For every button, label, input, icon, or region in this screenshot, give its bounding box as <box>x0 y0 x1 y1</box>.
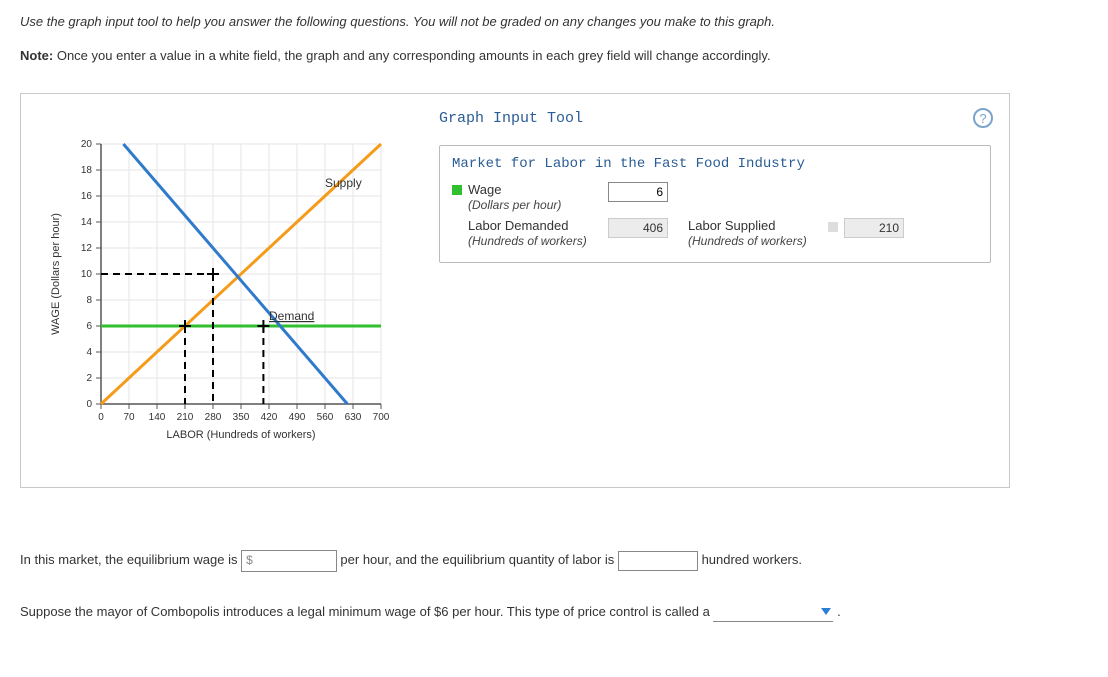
note-text: Note: Once you enter a value in a white … <box>20 46 1088 66</box>
svg-text:12: 12 <box>81 243 93 254</box>
chevron-down-icon <box>821 608 831 615</box>
svg-text:0: 0 <box>98 412 104 423</box>
dollar-sign-icon: $ <box>244 550 256 572</box>
svg-text:700: 700 <box>373 412 390 423</box>
svg-text:490: 490 <box>289 412 306 423</box>
q2-pre: Suppose the mayor of Combopolis introduc… <box>20 604 713 619</box>
svg-text:70: 70 <box>123 412 135 423</box>
wage-sublabel: (Dollars per hour) <box>468 198 608 212</box>
labor-supplied-swatch <box>828 222 838 232</box>
help-icon[interactable]: ? <box>973 108 993 128</box>
svg-text:14: 14 <box>81 217 93 228</box>
svg-text:10: 10 <box>81 269 93 280</box>
q1-mid: per hour, and the equilibrium quantity o… <box>340 552 618 567</box>
labor-demanded-sublabel: (Hundreds of workers) <box>468 234 608 248</box>
labor-row: Labor Demanded (Hundreds of workers) 406… <box>452 218 978 248</box>
note-prefix: Note: <box>20 48 53 63</box>
chart-container: 0 70 140 210 280 350 420 490 560 630 700 0 2 4 6 8 10 12 1… <box>21 94 421 487</box>
q1-post: hundred workers. <box>702 552 802 567</box>
labor-demanded-value: 406 <box>608 218 668 238</box>
svg-text:350: 350 <box>233 412 250 423</box>
svg-text:6: 6 <box>86 321 92 332</box>
note-body: Once you enter a value in a white field,… <box>53 48 770 63</box>
svg-text:420: 420 <box>261 412 278 423</box>
svg-text:0: 0 <box>86 399 92 410</box>
svg-text:18: 18 <box>81 165 93 176</box>
svg-text:16: 16 <box>81 191 93 202</box>
labor-supplied-value: 210 <box>844 218 904 238</box>
svg-text:2: 2 <box>86 373 92 384</box>
svg-text:560: 560 <box>317 412 334 423</box>
wage-row: Wage (Dollars per hour) <box>452 182 978 212</box>
svg-text:20: 20 <box>81 139 93 150</box>
svg-text:Supply: Supply <box>325 176 362 190</box>
svg-text:WAGE (Dollars per hour): WAGE (Dollars per hour) <box>50 213 62 335</box>
wage-label: Wage <box>468 182 608 198</box>
svg-text:140: 140 <box>149 412 166 423</box>
equilibrium-quantity-input[interactable] <box>618 551 698 571</box>
instructions-text: Use the graph input tool to help you ans… <box>20 12 1088 32</box>
price-control-dropdown[interactable] <box>713 602 833 622</box>
tool-subtitle: Market for Labor in the Fast Food Indust… <box>452 156 978 172</box>
graph-tool-panel: 0 70 140 210 280 350 420 490 560 630 700 0 2 4 6 8 10 12 1… <box>20 93 1010 488</box>
equilibrium-wage-input-wrap[interactable]: $ <box>241 550 337 572</box>
wage-swatch <box>452 185 462 195</box>
svg-text:630: 630 <box>345 412 362 423</box>
svg-text:8: 8 <box>86 295 92 306</box>
input-tool-container: Graph Input Tool ? Market for Labor in t… <box>421 94 1009 487</box>
q1-pre: In this market, the equilibrium wage is <box>20 552 241 567</box>
svg-text:Demand: Demand <box>269 309 314 323</box>
labor-demanded-label: Labor Demanded <box>468 218 608 234</box>
equilibrium-wage-input[interactable] <box>256 552 334 570</box>
labor-supplied-label: Labor Supplied <box>688 218 828 234</box>
labor-market-chart[interactable]: 0 70 140 210 280 350 420 490 560 630 700 0 2 4 6 8 10 12 1… <box>31 114 421 464</box>
svg-text:210: 210 <box>177 412 194 423</box>
tool-title: Graph Input Tool <box>439 110 991 127</box>
wage-input[interactable] <box>608 182 668 202</box>
svg-text:280: 280 <box>205 412 222 423</box>
labor-supplied-sublabel: (Hundreds of workers) <box>688 234 828 248</box>
svg-text:4: 4 <box>86 347 92 358</box>
question-1: In this market, the equilibrium wage is … <box>20 548 1088 572</box>
q2-post: . <box>837 604 841 619</box>
question-2: Suppose the mayor of Combopolis introduc… <box>20 600 1088 623</box>
svg-text:LABOR (Hundreds of workers): LABOR (Hundreds of workers) <box>166 429 315 441</box>
tool-box: Market for Labor in the Fast Food Indust… <box>439 145 991 263</box>
